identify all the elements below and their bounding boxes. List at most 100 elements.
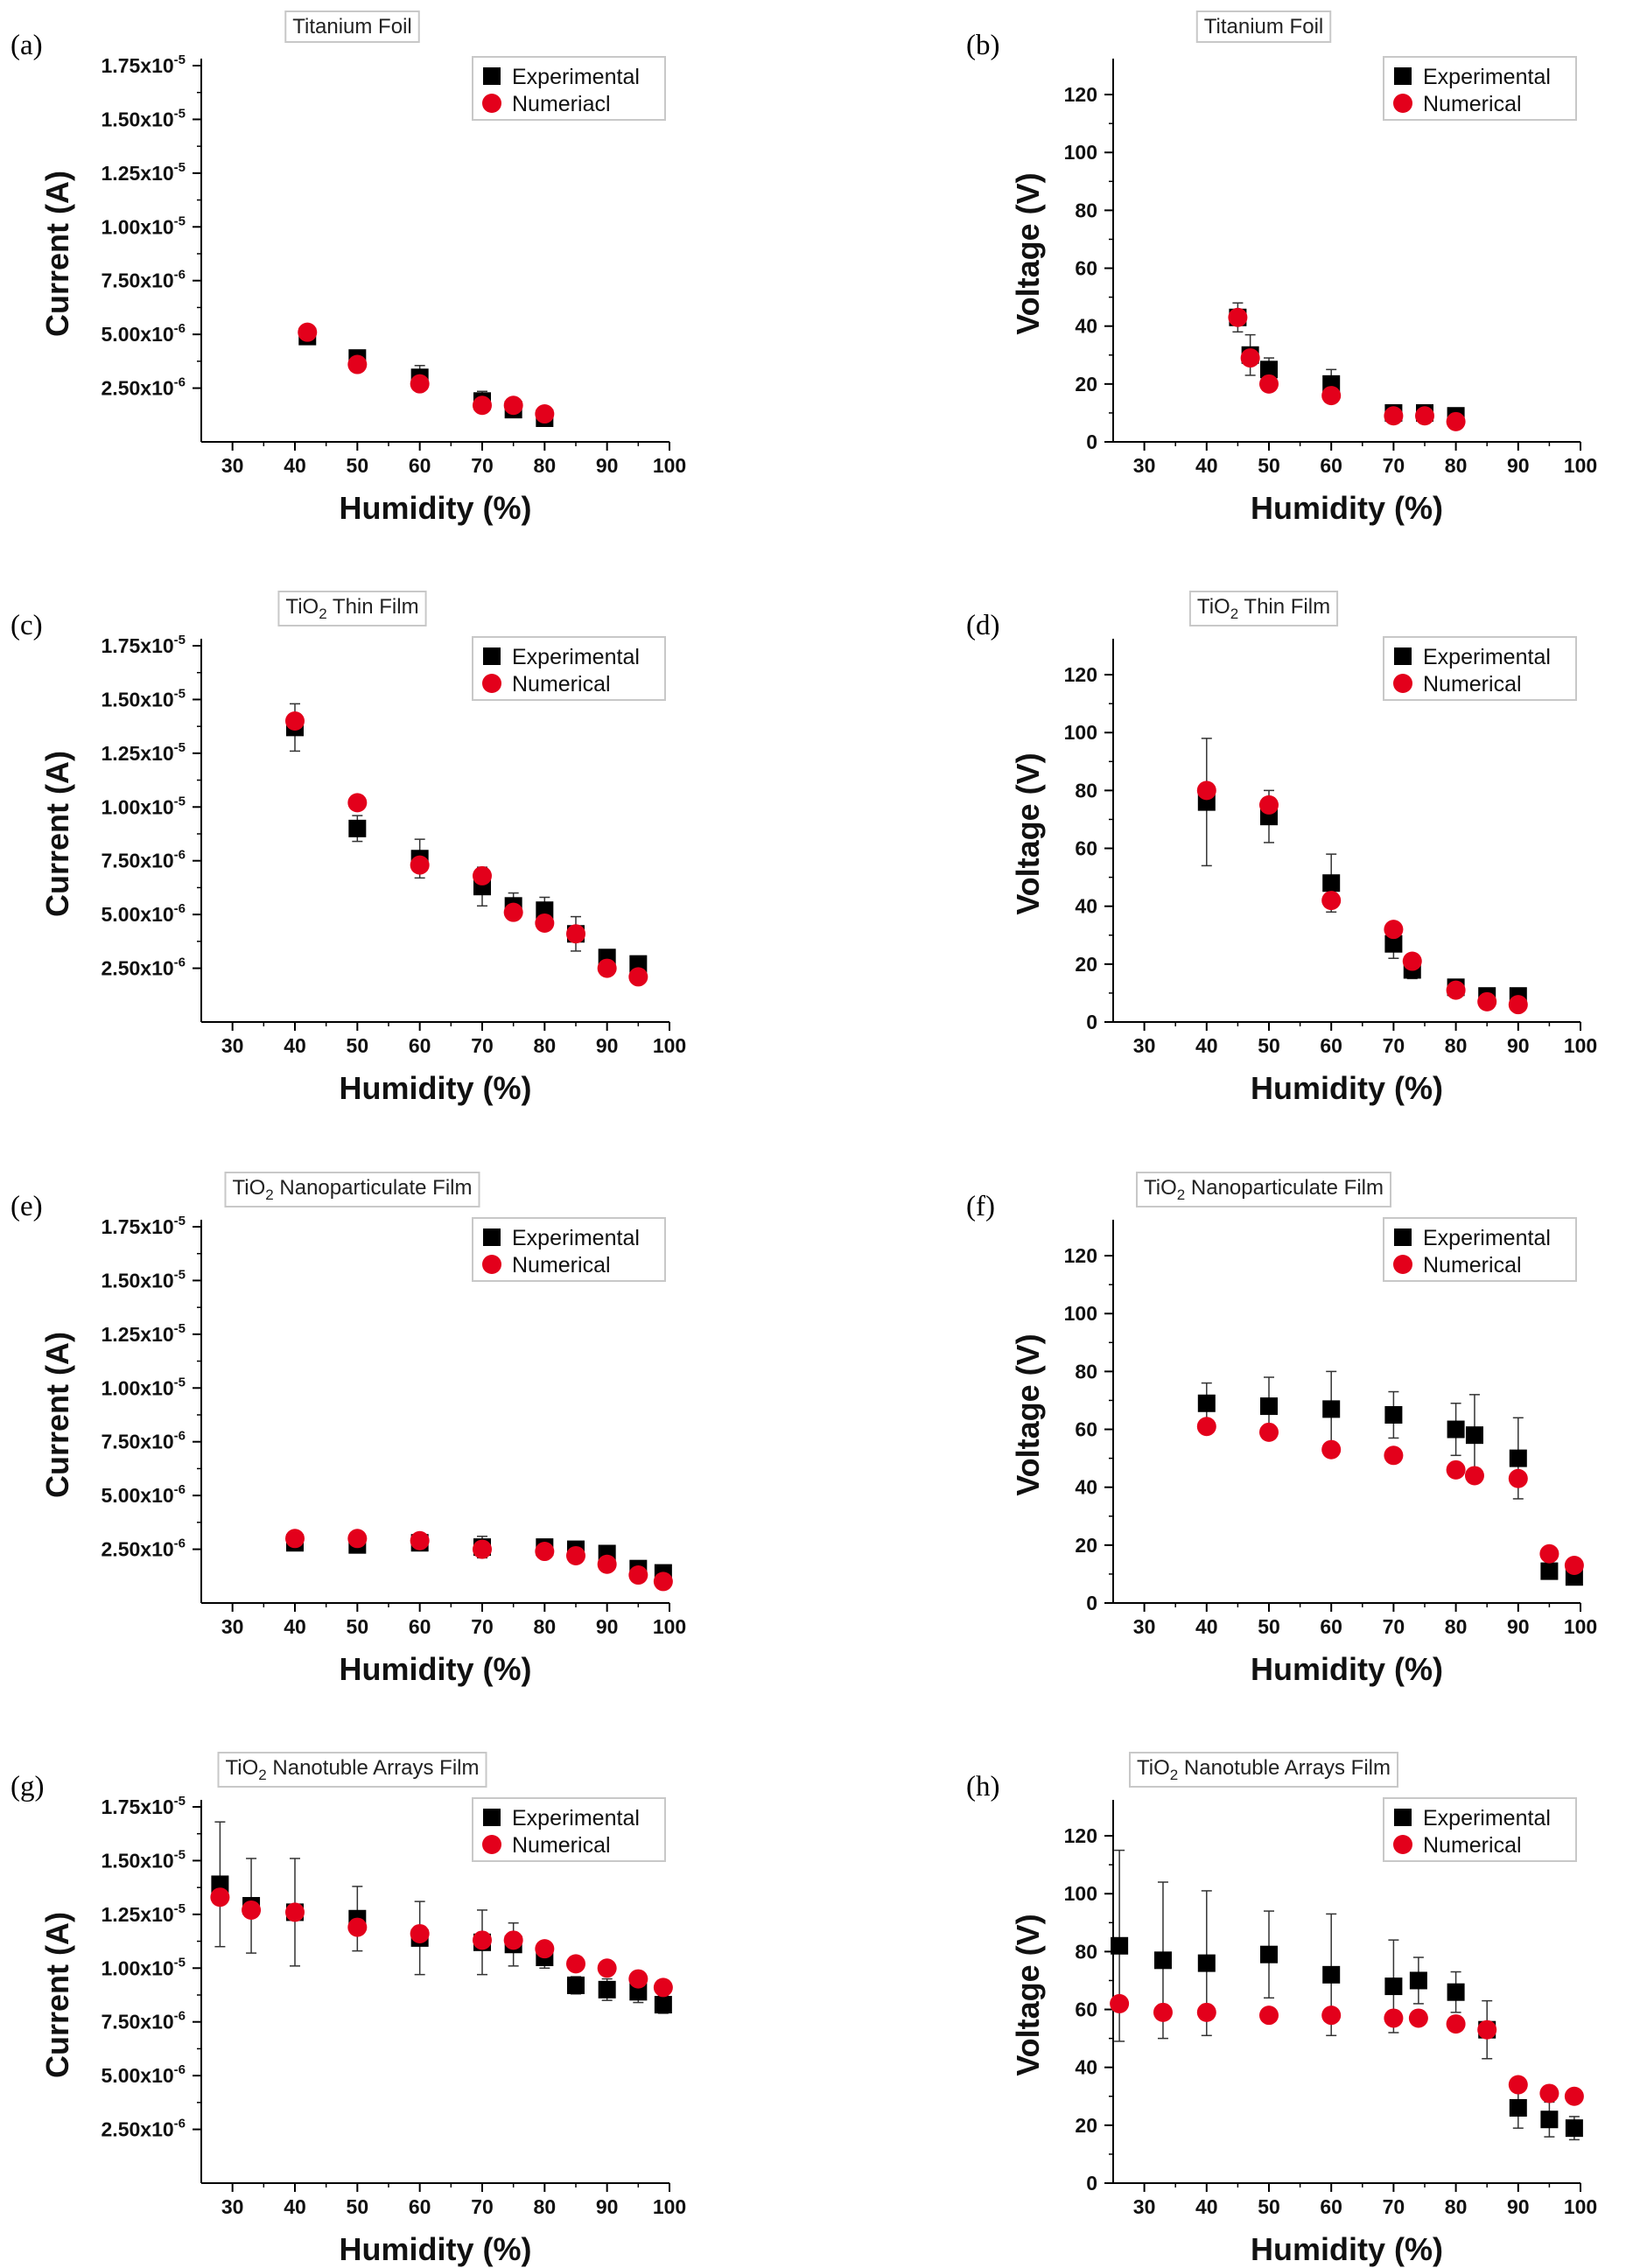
data-point-experimental bbox=[567, 1976, 585, 1994]
y-tick-exponent: -5 bbox=[174, 1901, 186, 1916]
x-tick-label: 40 bbox=[1195, 1034, 1218, 1057]
x-tick-label: 40 bbox=[284, 2195, 306, 2218]
y-tick-mantissa: 1.75x10 bbox=[102, 1796, 174, 1818]
data-point-numerical bbox=[1321, 386, 1342, 406]
data-point-numerical bbox=[1539, 2083, 1559, 2104]
data-point-numerical bbox=[410, 855, 430, 875]
data-point-numerical bbox=[1402, 951, 1422, 971]
y-tick-label: 1.75x10-5 bbox=[102, 1794, 186, 1818]
chart-title-box bbox=[1128, 1752, 1399, 1788]
y-tick-mantissa: 1.50x10 bbox=[102, 688, 174, 710]
y-axis-label: Voltage (V) bbox=[1010, 172, 1046, 334]
legend-marker-numerical bbox=[1393, 674, 1412, 693]
panel-letter: (g) bbox=[11, 1771, 44, 1802]
y-tick-label: 7.50x10-6 bbox=[102, 2009, 186, 2034]
x-tick-label: 60 bbox=[1320, 1615, 1342, 1638]
y-tick-label: 100 bbox=[1064, 721, 1097, 744]
y-axis-label: Voltage (V) bbox=[1010, 1334, 1046, 1495]
y-tick-label: 120 bbox=[1064, 1244, 1097, 1267]
chart-title-text: TiO2 Nanoparticulate Film bbox=[232, 1176, 472, 1203]
data-point-numerical bbox=[1446, 411, 1466, 431]
y-tick-label: 1.50x10-5 bbox=[102, 1267, 186, 1292]
y-tick-label: 1.25x10-5 bbox=[102, 1901, 186, 1926]
x-tick-label: 80 bbox=[1445, 1615, 1468, 1638]
y-axis-label: Current (A) bbox=[39, 751, 75, 917]
legend-marker-numerical bbox=[482, 1255, 501, 1274]
y-tick-exponent: -5 bbox=[174, 1267, 186, 1282]
y-tick-mantissa: 5.00x10 bbox=[102, 1484, 174, 1507]
data-point-numerical bbox=[1384, 1446, 1404, 1466]
y-tick-label: 20 bbox=[1075, 1534, 1097, 1557]
data-point-numerical bbox=[410, 1530, 430, 1550]
data-point-numerical bbox=[1228, 307, 1248, 327]
legend-label-numerical: Numerical bbox=[512, 672, 611, 696]
y-tick-exponent: -5 bbox=[174, 1955, 186, 1970]
x-tick-label: 80 bbox=[534, 2195, 557, 2218]
data-point-numerical bbox=[1446, 2014, 1466, 2034]
data-point-numerical bbox=[1240, 348, 1260, 368]
x-tick-label: 90 bbox=[596, 454, 619, 477]
data-point-numerical bbox=[473, 1930, 492, 1950]
y-tick-label: 60 bbox=[1075, 1998, 1097, 2021]
x-tick-label: 80 bbox=[534, 1034, 557, 1057]
y-tick-label: 80 bbox=[1075, 1360, 1097, 1382]
x-tick-label: 70 bbox=[471, 1615, 494, 1638]
y-tick-label: 5.00x10-6 bbox=[102, 2062, 186, 2087]
y-tick-label: 120 bbox=[1064, 1824, 1097, 1847]
x-tick-label: 40 bbox=[284, 1034, 306, 1057]
data-point-numerical bbox=[473, 396, 492, 416]
chart-title-text: TiO2 Thin Film bbox=[1197, 595, 1330, 622]
data-point-experimental bbox=[598, 1980, 616, 1998]
x-tick-label: 90 bbox=[596, 2195, 619, 2218]
legend-label-numerical: Numerical bbox=[1423, 672, 1522, 696]
x-tick-label: 80 bbox=[1445, 1034, 1468, 1057]
legend-marker-experimental bbox=[483, 1228, 501, 1246]
legend-label-experimental: Experimental bbox=[512, 1806, 640, 1830]
x-tick-label: 90 bbox=[1507, 2195, 1530, 2218]
data-point-numerical bbox=[1196, 2002, 1216, 2022]
y-tick-exponent: -5 bbox=[174, 1321, 186, 1336]
y-tick-exponent: -5 bbox=[174, 1375, 186, 1390]
data-point-numerical bbox=[298, 322, 318, 342]
y-tick-label: 40 bbox=[1075, 315, 1097, 338]
y-tick-mantissa: 7.50x10 bbox=[102, 2011, 174, 2034]
y-tick-exponent: -6 bbox=[174, 1429, 186, 1444]
x-axis-label: Humidity (%) bbox=[340, 1651, 532, 1687]
y-tick-label: 1.00x10-5 bbox=[102, 1955, 186, 1979]
panel-letter: (a) bbox=[11, 30, 43, 61]
legend: Experimental Numerical bbox=[472, 1797, 666, 1862]
chart-title-box bbox=[284, 10, 420, 43]
x-axis-label: Humidity (%) bbox=[1251, 2231, 1443, 2267]
x-axis-label: Humidity (%) bbox=[340, 2231, 532, 2267]
data-point-experimental bbox=[348, 819, 367, 837]
chart-panel-c: (c) TiO2 Thin Film 30 40 50 60 70 80 90 100 2.50x1… bbox=[11, 591, 686, 1106]
x-tick-label: 60 bbox=[409, 1034, 431, 1057]
x-axis-label: Humidity (%) bbox=[1251, 1070, 1443, 1106]
data-point-numerical bbox=[1321, 2006, 1342, 2026]
y-tick-label: 0 bbox=[1086, 430, 1097, 453]
legend-label-numerical: Numerical bbox=[1423, 92, 1522, 116]
chart-title-text: Titanium Foil bbox=[292, 15, 411, 38]
x-tick-label: 100 bbox=[653, 1615, 686, 1638]
x-tick-label: 100 bbox=[1564, 1034, 1597, 1057]
data-point-numerical bbox=[1384, 2008, 1404, 2028]
legend-box bbox=[472, 636, 666, 701]
x-axis-label: Humidity (%) bbox=[340, 490, 532, 526]
data-point-experimental bbox=[1409, 1971, 1427, 1990]
data-point-numerical bbox=[566, 1954, 585, 1974]
data-point-experimental bbox=[1465, 1426, 1483, 1445]
data-point-numerical bbox=[410, 1923, 430, 1943]
data-point-numerical bbox=[1384, 920, 1404, 940]
data-point-numerical bbox=[285, 711, 305, 731]
chart-title-text: TiO2 Thin Film bbox=[285, 595, 418, 622]
series-experimental bbox=[1197, 738, 1527, 1005]
legend-marker-experimental bbox=[483, 1809, 501, 1826]
x-tick-label: 80 bbox=[534, 1615, 557, 1638]
data-point-experimental bbox=[1153, 1951, 1172, 1970]
y-tick-label: 40 bbox=[1075, 895, 1097, 918]
data-point-numerical bbox=[242, 1900, 262, 1920]
chart-title: TiO2 Thin Film bbox=[277, 591, 427, 626]
data-point-experimental bbox=[1447, 1983, 1465, 2001]
data-point-experimental bbox=[1447, 1420, 1465, 1438]
series-numeriacl bbox=[298, 322, 555, 424]
